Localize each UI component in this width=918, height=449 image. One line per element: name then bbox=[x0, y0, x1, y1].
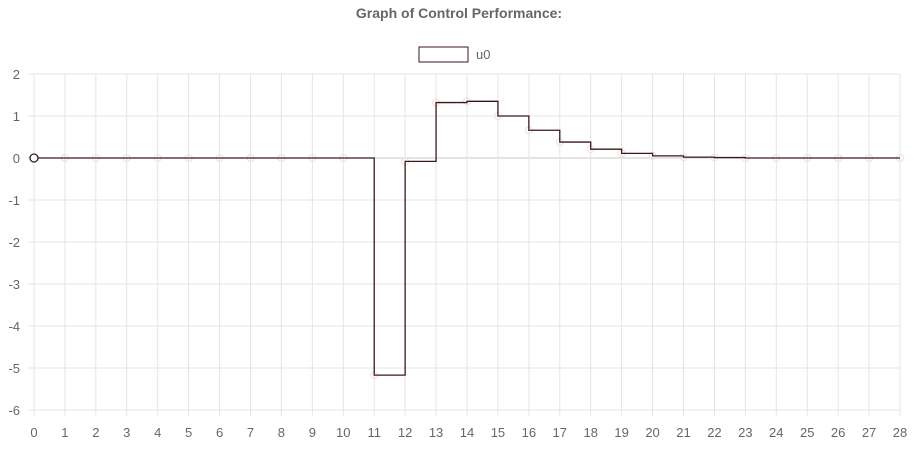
x-tick-label: 23 bbox=[738, 425, 752, 440]
x-tick-label: 4 bbox=[154, 425, 161, 440]
x-tick-label: 0 bbox=[30, 425, 37, 440]
x-tick-label: 2 bbox=[92, 425, 99, 440]
x-tick-label: 9 bbox=[309, 425, 316, 440]
legend-swatch-u0[interactable] bbox=[418, 46, 469, 63]
x-tick-label: 18 bbox=[583, 425, 597, 440]
x-tick-label: 5 bbox=[185, 425, 192, 440]
x-tick-label: 6 bbox=[216, 425, 223, 440]
x-tick-label: 10 bbox=[336, 425, 350, 440]
x-tick-label: 17 bbox=[553, 425, 567, 440]
x-tick-label: 24 bbox=[769, 425, 783, 440]
x-tick-label: 11 bbox=[367, 425, 381, 440]
legend[interactable]: u0 bbox=[418, 46, 490, 63]
grid bbox=[28, 73, 901, 416]
x-tick-label: 14 bbox=[460, 425, 474, 440]
x-tick-label: 21 bbox=[676, 425, 690, 440]
y-axis-ticks: 2 1 0 -1 -2 -3 -4 -5 -6 bbox=[8, 67, 20, 418]
y-tick-label: -5 bbox=[8, 361, 20, 376]
x-tick-label: 28 bbox=[893, 425, 907, 440]
x-tick-label: 8 bbox=[278, 425, 285, 440]
y-tick-label: -4 bbox=[8, 319, 20, 334]
x-tick-label: 15 bbox=[491, 425, 505, 440]
x-tick-label: 16 bbox=[522, 425, 536, 440]
legend-label-u0[interactable]: u0 bbox=[476, 47, 490, 62]
x-tick-label: 19 bbox=[614, 425, 628, 440]
x-tick-label: 1 bbox=[61, 425, 68, 440]
x-tick-label: 20 bbox=[645, 425, 659, 440]
x-tick-label: 13 bbox=[429, 425, 443, 440]
x-tick-label: 12 bbox=[398, 425, 412, 440]
y-tick-label: -3 bbox=[8, 277, 20, 292]
chart-title: Graph of Control Performance: bbox=[356, 5, 562, 21]
x-tick-label: 25 bbox=[800, 425, 814, 440]
x-tick-label: 7 bbox=[247, 425, 254, 440]
y-tick-label: -1 bbox=[8, 193, 20, 208]
x-axis-ticks: 0 1 2 3 4 5 6 7 8 9 10 11 12 13 14 15 16 17 18 19 20 21 22 23 24… bbox=[30, 425, 907, 440]
series-line-u0 bbox=[34, 100, 900, 376]
y-tick-label: 1 bbox=[13, 109, 20, 124]
y-tick-label: -2 bbox=[8, 235, 20, 250]
data-point-active[interactable] bbox=[29, 153, 39, 163]
x-tick-label: 26 bbox=[831, 425, 845, 440]
y-tick-label: 0 bbox=[13, 151, 20, 166]
x-tick-label: 3 bbox=[123, 425, 130, 440]
series-lines bbox=[29, 100, 900, 376]
x-tick-label: 27 bbox=[862, 425, 876, 440]
x-tick-label: 22 bbox=[707, 425, 721, 440]
y-tick-label: 2 bbox=[13, 67, 20, 82]
y-tick-label: -6 bbox=[8, 403, 20, 418]
